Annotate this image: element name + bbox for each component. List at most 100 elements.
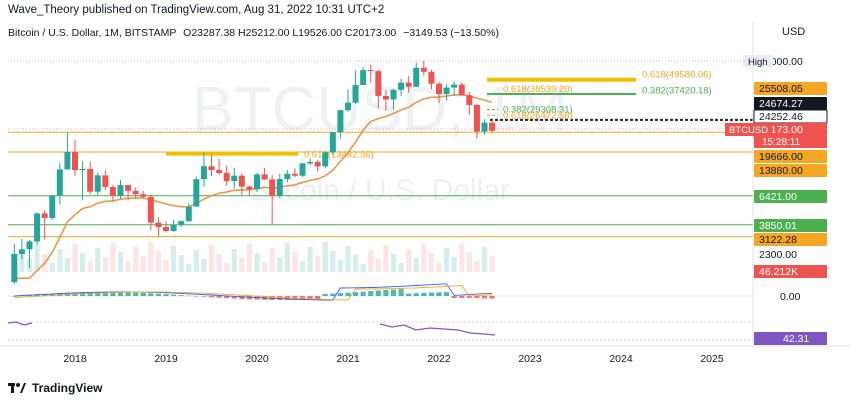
volume-bar — [436, 262, 442, 272]
macd-line — [14, 283, 493, 301]
volume-bar — [110, 243, 116, 272]
candle-body — [200, 166, 207, 180]
fib-annotation: 0.618(38539.20) — [503, 84, 573, 95]
macd-histogram-bar — [322, 293, 328, 296]
candle-body — [420, 67, 427, 72]
volume-bar — [421, 244, 427, 272]
macd-histogram-bar — [451, 296, 457, 299]
volume-bar — [57, 249, 63, 272]
macd-histogram-bar — [383, 290, 389, 296]
candle-body — [246, 186, 253, 190]
volume-bar — [64, 258, 71, 272]
macd-histogram-bar — [390, 289, 397, 296]
watermark-name: Bitcoin / U.S. Dollar — [250, 174, 510, 207]
volume-bar — [390, 254, 397, 272]
volume-bar — [155, 251, 162, 272]
candle-body — [140, 194, 147, 197]
volume-bar — [102, 257, 108, 272]
x-tick-label: 2018 — [63, 353, 87, 365]
volume-bar — [330, 251, 336, 272]
macd-histogram-bar — [49, 293, 55, 296]
tradingview-logo[interactable]: TradingView — [8, 381, 102, 395]
volume-bar — [87, 262, 93, 272]
volume-bar — [451, 257, 457, 272]
volume-bar — [140, 256, 146, 272]
macd-histogram-bar — [375, 290, 381, 296]
ohlc-values: O23287.38 H25212.00 L19526.00 C20173.00 — [183, 27, 397, 39]
price-change: −3149.53 (−13.50%) — [403, 27, 499, 39]
macd-histogram-bar — [299, 296, 306, 300]
macd-histogram-bar — [163, 294, 169, 296]
macd-histogram-bar — [231, 296, 237, 299]
volume-bar — [193, 250, 199, 272]
macd-histogram-bar — [117, 292, 124, 296]
candle-body — [64, 151, 71, 170]
candle-body — [49, 195, 56, 218]
macd-histogram-bar — [398, 289, 404, 296]
volume-bar — [125, 261, 131, 272]
macd-histogram-bar — [201, 296, 207, 297]
volume-bar — [178, 255, 184, 272]
candle-body — [178, 221, 185, 225]
macd-histogram-bar — [140, 292, 146, 296]
candle-body — [170, 224, 177, 231]
time-axis[interactable]: 2018 2019 2020 2021 2022 2023 2024 2025 — [63, 353, 724, 365]
macd-zero-label: 0.00 — [780, 291, 801, 303]
fib-annotation: 0.382(37420.18) — [642, 86, 712, 97]
x-tick-label: 2023 — [518, 353, 542, 365]
volume-bar — [163, 260, 169, 272]
candle-body — [390, 89, 397, 100]
rsi-tag-label: 42.31 — [783, 333, 809, 345]
macd-histogram-bar — [34, 294, 40, 296]
price-tag: 19666.00 — [754, 150, 827, 163]
macd-histogram-bar — [246, 296, 253, 300]
fib-annotation: 0.618(13482.36) — [304, 150, 374, 161]
macd-histogram-bar — [459, 296, 465, 299]
candle-body — [360, 70, 367, 86]
candle-body — [375, 71, 382, 96]
macd-histogram-bar — [277, 296, 283, 300]
macd-histogram-bar — [413, 293, 419, 296]
volume-bar — [216, 254, 222, 272]
volume-bar — [261, 262, 268, 272]
candle-body — [223, 172, 230, 182]
x-tick-label: 2021 — [336, 353, 360, 365]
volume-bar — [19, 250, 25, 272]
candle-body — [269, 179, 276, 196]
volume-bar — [284, 243, 290, 272]
ema-line — [14, 94, 493, 280]
macd-histogram-bar — [307, 296, 313, 300]
volume-bar — [322, 242, 328, 272]
tradingview-logo-icon — [8, 383, 26, 393]
symbol-tag-box — [725, 123, 772, 136]
price-tag-label: 19666.00 — [759, 151, 803, 163]
volume-bar — [208, 245, 215, 272]
candle-body — [208, 166, 215, 171]
macd-histogram-bar — [148, 293, 154, 296]
volume-bar — [133, 247, 139, 272]
volume-bar — [481, 247, 488, 272]
rsi-tag-box — [754, 332, 827, 345]
macd-histogram-bar — [87, 292, 93, 296]
volume-bar — [443, 248, 450, 272]
macd-histogram-bar — [352, 292, 359, 296]
volume-bar — [224, 263, 230, 272]
volume-bar — [375, 259, 381, 272]
candle-body — [254, 174, 260, 190]
macd-histogram-bar — [489, 296, 495, 299]
macd-histogram-bar — [95, 292, 101, 296]
macd-histogram-bar — [224, 296, 230, 299]
candle-body — [94, 175, 101, 192]
volume-bar — [72, 244, 78, 272]
volume-bar — [466, 252, 472, 272]
candle-body — [352, 85, 359, 103]
fib-annotation: 0.618(26472.58) — [503, 110, 573, 121]
price-tag-label: 24674.27 — [759, 98, 803, 110]
symbol-name[interactable]: Bitcoin / U.S. Dollar, 1M, BITSTAMP — [8, 27, 177, 39]
macd-histogram-bar — [368, 291, 374, 296]
candle-body — [322, 152, 329, 167]
